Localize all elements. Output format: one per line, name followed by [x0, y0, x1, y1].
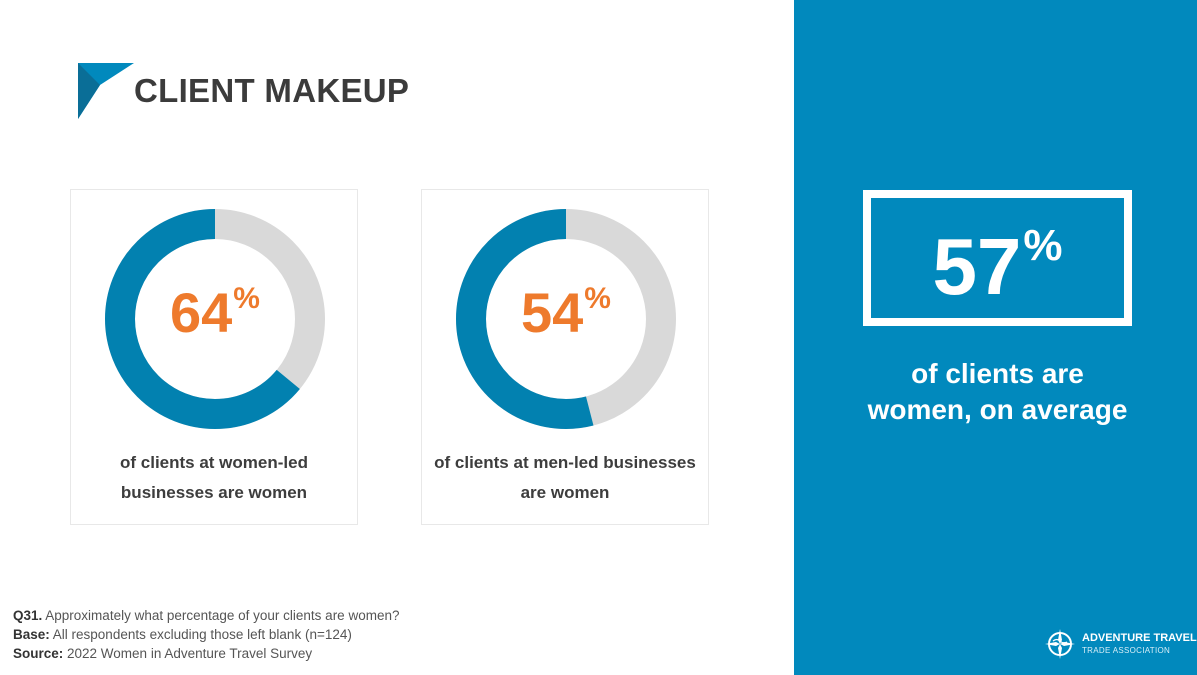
donut-value: 54%: [456, 284, 676, 341]
footnotes: Q31. Approximately what percentage of yo…: [13, 606, 399, 663]
footnote-question: Q31. Approximately what percentage of yo…: [13, 606, 399, 625]
logo-text-secondary: TRADE ASSOCIATION: [1082, 646, 1171, 655]
highlight-value: 57%: [871, 224, 1124, 307]
donut-value-unit: %: [584, 282, 611, 315]
compass-globe-icon: [1045, 629, 1075, 659]
highlight-value-unit: %: [1023, 221, 1063, 270]
donut-arc-women: [105, 209, 325, 429]
highlight-value-number: 57: [932, 222, 1022, 311]
footnote-source-text: 2022 Women in Adventure Travel Survey: [63, 646, 313, 661]
donut-caption: of clients at women-led businesses are w…: [120, 453, 308, 502]
donut-card-women-led: 64% of clients at women-led businesses a…: [70, 189, 358, 525]
highlight-caption: of clients are women, on average: [867, 358, 1128, 425]
footnote-base: Base: All respondents excluding those le…: [13, 625, 399, 644]
logo-text-primary: ADVENTURE TRAVEL: [1082, 632, 1197, 644]
donut-arc-women: [456, 209, 676, 429]
footnote-source-label: Source:: [13, 646, 64, 661]
donut-caption: of clients at men-led businesses are wom…: [434, 453, 696, 502]
footnote-question-text: Approximately what percentage of your cl…: [42, 608, 400, 623]
footnote-question-label: Q31.: [13, 608, 43, 623]
footnote-base-text: All respondents excluding those left bla…: [49, 627, 352, 642]
donut-card-men-led: 54% of clients at men-led businesses are…: [421, 189, 709, 525]
donut-chart: [105, 209, 325, 429]
highlight-stat-box: 57%: [863, 190, 1132, 326]
footnote-source: Source: 2022 Women in Adventure Travel S…: [13, 644, 399, 663]
atta-logo: ADVENTURE TRAVEL TRADE ASSOCIATION: [1044, 628, 1197, 662]
donut-value-number: 54: [521, 281, 584, 344]
footnote-base-label: Base:: [13, 627, 50, 642]
donut-value-number: 64: [170, 281, 233, 344]
donut-value-unit: %: [233, 282, 260, 315]
highlight-panel: 57% of clients are women, on average ADV…: [794, 0, 1197, 675]
donut-value: 64%: [105, 284, 325, 341]
donut-chart: [456, 209, 676, 429]
corner-mark-icon: [78, 63, 134, 119]
page-title: CLIENT MAKEUP: [134, 72, 410, 109]
